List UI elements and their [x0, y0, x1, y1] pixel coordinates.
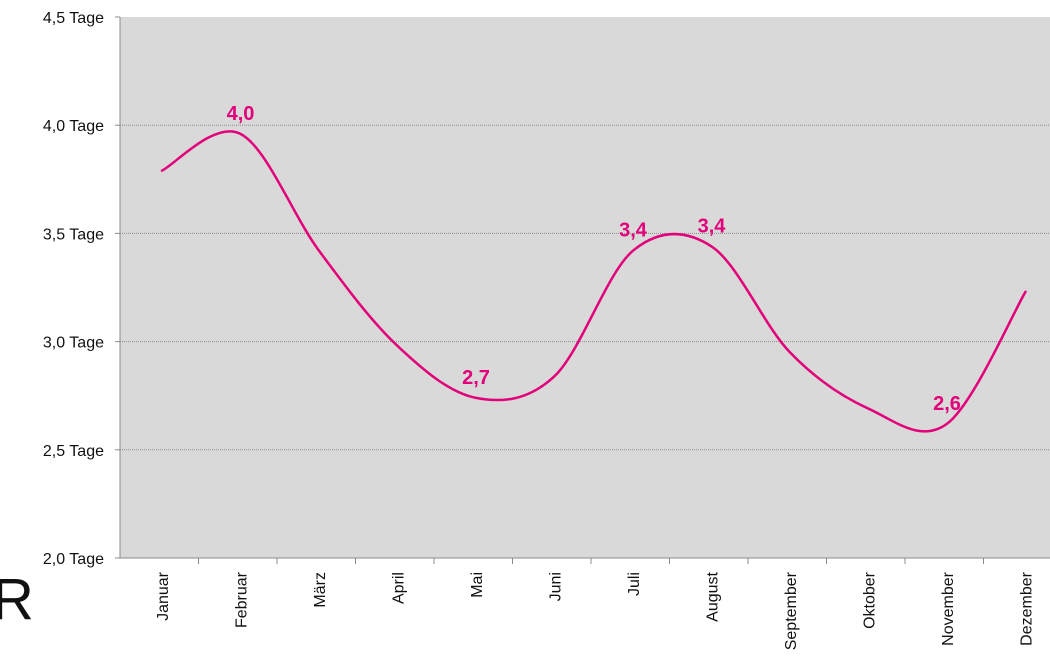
plot-area [120, 17, 1050, 558]
x-tick-label: Mai [469, 572, 486, 598]
y-tick-label: 4,0 Tage [43, 118, 104, 135]
x-axis-tick-labels: Januar Februar März April Mai Juni Juli August S… [155, 571, 1036, 650]
data-label: 3,4 [698, 215, 727, 237]
x-tick-label: Oktober [862, 571, 879, 629]
y-tick-label: 3,0 Tage [43, 335, 104, 352]
x-tick-label: September [783, 571, 800, 650]
data-labels: 4,0 2,7 3,4 3,4 2,6 [227, 103, 961, 415]
x-tick-label: Dezember [1019, 571, 1036, 645]
y-tick-label: 2,0 Tage [43, 551, 104, 568]
data-label: 2,7 [462, 367, 490, 389]
x-tick-label: Februar [234, 571, 251, 628]
x-tick-label: August [705, 571, 722, 621]
data-label: 4,0 [227, 103, 255, 125]
y-axis-tick-labels: 2,0 Tage 2,5 Tage 3,0 Tage 3,5 Tage 4,0 Tage… [43, 10, 104, 568]
x-tick-label: Juli [626, 572, 643, 596]
x-tick-label: November [940, 571, 957, 645]
x-tick-label: Juni [548, 572, 565, 601]
y-tick-label: 2,5 Tage [43, 443, 104, 460]
gridlines [120, 124, 1050, 451]
series-line [160, 130, 1027, 433]
x-tick-label: Januar [155, 571, 172, 621]
data-label: 2,6 [933, 393, 961, 415]
y-tick-label: 4,5 Tage [43, 10, 104, 27]
y-tick-label: 3,5 Tage [43, 226, 104, 243]
corner-logo-fragment: R [0, 567, 34, 632]
data-label: 3,4 [619, 220, 648, 242]
series-group [160, 130, 1027, 433]
x-tick-label: April [391, 572, 408, 604]
x-tick-label: März [312, 572, 329, 608]
axes [115, 16, 1050, 564]
